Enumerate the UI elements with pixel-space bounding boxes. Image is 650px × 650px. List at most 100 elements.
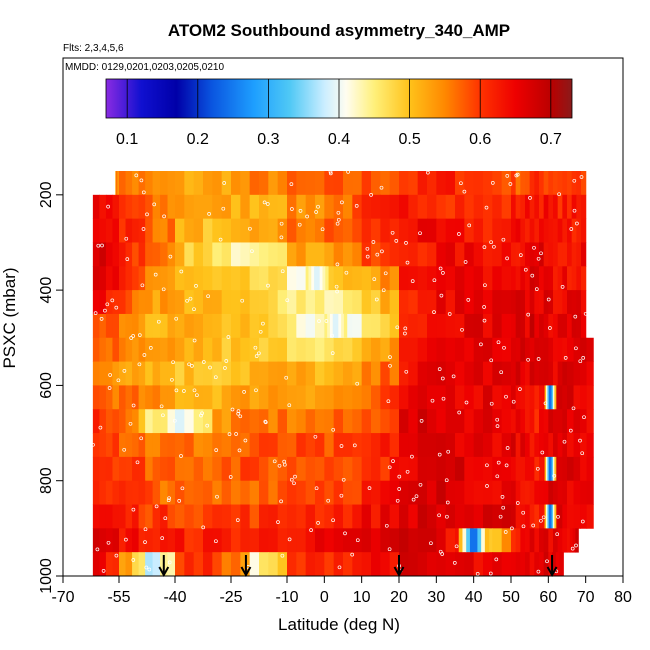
heatmap-cell: [152, 337, 161, 362]
heatmap-cell: [580, 504, 588, 529]
heatmap-cell: [305, 290, 316, 315]
heatmap-cell: [483, 409, 493, 434]
heatmap-cell: [249, 480, 260, 505]
heatmap-cell: [515, 433, 521, 458]
heatmap-cell: [324, 385, 335, 410]
heatmap-cell: [525, 218, 531, 243]
heatmap-cell: [548, 409, 554, 434]
heatmap-cell: [580, 385, 588, 410]
heatmap-cell: [361, 361, 372, 386]
heatmap-cell: [125, 361, 133, 386]
data-point-marker: [454, 544, 459, 549]
arrow-head: [158, 566, 170, 578]
data-point-marker: [430, 398, 435, 403]
heatmap-cell: [132, 218, 140, 243]
anomaly-cell: [324, 313, 328, 338]
heatmap-cell: [520, 242, 526, 267]
heatmap-cell: [539, 266, 545, 291]
data-point-marker: [156, 319, 161, 324]
data-point-marker: [530, 273, 535, 278]
heatmap-cell: [240, 409, 251, 434]
heatmap-cell: [455, 552, 465, 576]
data-point-marker: [466, 298, 471, 302]
heatmap-cell: [483, 361, 493, 386]
heatmap-cell: [249, 337, 260, 362]
heatmap-cell: [203, 266, 213, 291]
heatmap-cell: [249, 313, 260, 339]
heatmap-cell: [105, 480, 114, 505]
heatmap-cell: [511, 504, 517, 529]
x-tick-label: -40: [163, 589, 186, 606]
heatmap-cell: [567, 504, 575, 529]
heatmap-cell: [152, 480, 161, 505]
heatmap-cell: [324, 171, 335, 196]
heatmap-cell: [557, 433, 563, 458]
y-tick-label: 600: [38, 372, 55, 399]
data-point-marker: [131, 334, 136, 338]
heatmap-cell: [529, 385, 535, 410]
heatmap-cell: [119, 337, 127, 362]
heatmap-cell: [436, 242, 447, 267]
heatmap-cell: [118, 171, 120, 196]
heatmap-cell: [193, 504, 204, 529]
data-point-marker: [411, 497, 416, 502]
data-point-marker: [279, 221, 284, 226]
heatmap-cell: [548, 480, 554, 505]
heatmap-cell: [203, 313, 213, 339]
heatmap-cell: [445, 337, 456, 362]
heatmap-cell: [119, 242, 127, 267]
heatmap-cell: [167, 456, 176, 482]
anomaly-cell: [481, 528, 486, 553]
data-point-marker: [192, 338, 197, 343]
heatmap-cell: [132, 504, 140, 529]
heatmap-cell: [287, 194, 297, 220]
heatmap-cell: [525, 337, 531, 362]
heatmap-cell: [221, 409, 232, 434]
heatmap-cell: [371, 337, 381, 362]
heatmap-cell: [539, 409, 545, 434]
heatmap-cell: [268, 456, 279, 482]
data-point-marker: [572, 208, 577, 213]
heatmap-cell: [203, 433, 213, 458]
heatmap-cell: [277, 194, 288, 220]
data-point-marker: [440, 552, 445, 556]
heatmap-cell: [221, 337, 232, 362]
heatmap-cell: [132, 313, 140, 339]
heatmap-cell: [231, 456, 241, 482]
heatmap-cell: [455, 290, 465, 315]
data-point-marker: [106, 204, 110, 209]
heatmap-cell: [361, 194, 372, 220]
heatmap-cell: [408, 504, 419, 529]
heatmap-cell: [92, 218, 100, 243]
data-point-marker: [501, 237, 506, 242]
data-point-marker: [388, 363, 392, 368]
data-point-marker: [174, 388, 179, 393]
heatmap-cell: [333, 456, 344, 482]
heatmap-cell: [167, 290, 176, 315]
heatmap-cell: [145, 456, 154, 482]
data-point-marker: [505, 446, 510, 450]
x-tick-label: 0: [320, 589, 329, 606]
heatmap-cell: [515, 218, 521, 243]
heatmap-cell: [417, 528, 428, 553]
heatmap-cell: [389, 266, 400, 291]
data-point-marker: [372, 277, 377, 281]
heatmap-cell: [436, 218, 447, 243]
heatmap-cell: [529, 290, 535, 315]
heatmap-cell: [343, 385, 353, 410]
heatmap-cell: [389, 409, 400, 434]
heatmap-cell: [436, 552, 447, 576]
heatmap-cell: [212, 290, 223, 315]
data-point-marker: [375, 252, 380, 257]
heatmap-cell: [145, 528, 154, 553]
data-point-marker: [103, 308, 107, 313]
data-point-marker: [91, 442, 95, 447]
heatmap-cell: [511, 290, 517, 315]
heatmap-cell: [167, 433, 176, 458]
heatmap-cell: [240, 218, 251, 243]
heatmap-cell: [203, 290, 213, 315]
data-point-marker: [168, 254, 173, 259]
heatmap-cell: [277, 337, 288, 362]
heatmap-cell: [152, 504, 161, 529]
